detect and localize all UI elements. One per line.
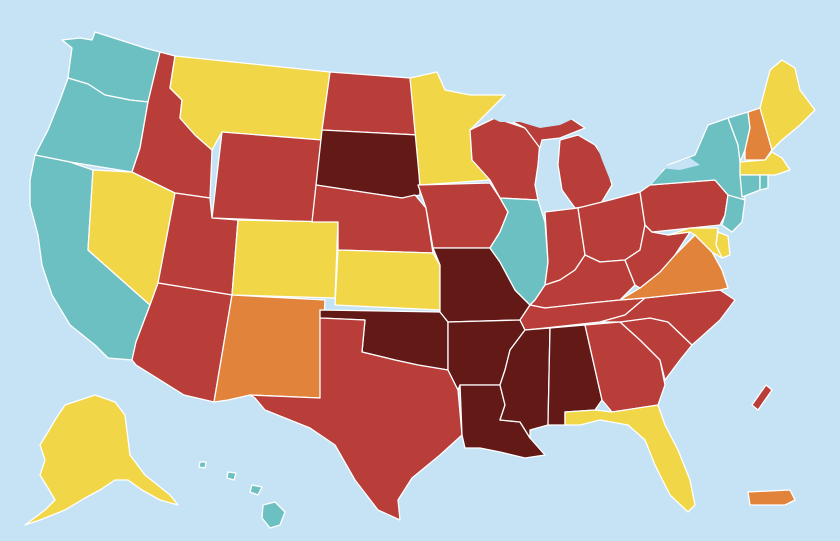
state-florida[interactable] [564,404,696,513]
state-hawaii-maui[interactable] [249,484,263,496]
lake-superior [485,108,575,128]
state-pennsylvania[interactable] [639,179,729,233]
lake-michigan [538,145,552,205]
state-north-carolina[interactable] [599,289,736,346]
territory-puerto-rico[interactable] [747,489,796,506]
state-new-mexico[interactable] [213,294,326,403]
state-new-jersey[interactable] [721,194,746,233]
state-iowa[interactable] [417,182,509,249]
state-rhode-island[interactable] [759,174,769,191]
lake-ontario [660,158,700,170]
state-texas[interactable] [249,317,463,521]
lake-huron [595,140,622,180]
outer-banks-island [751,384,773,411]
state-north-dakota[interactable] [321,71,419,136]
lake-erie [612,172,662,195]
state-colorado[interactable] [231,219,339,299]
state-kansas[interactable] [334,249,441,311]
state-hawaii-kauai[interactable] [198,461,207,469]
state-wisconsin[interactable] [469,117,541,201]
state-maryland[interactable] [667,227,723,259]
state-hawaii-big-island[interactable] [261,501,286,529]
state-maine[interactable] [759,59,816,151]
state-wyoming[interactable] [211,131,323,223]
state-alaska[interactable] [24,394,179,526]
state-hawaii-oahu[interactable] [226,471,237,481]
